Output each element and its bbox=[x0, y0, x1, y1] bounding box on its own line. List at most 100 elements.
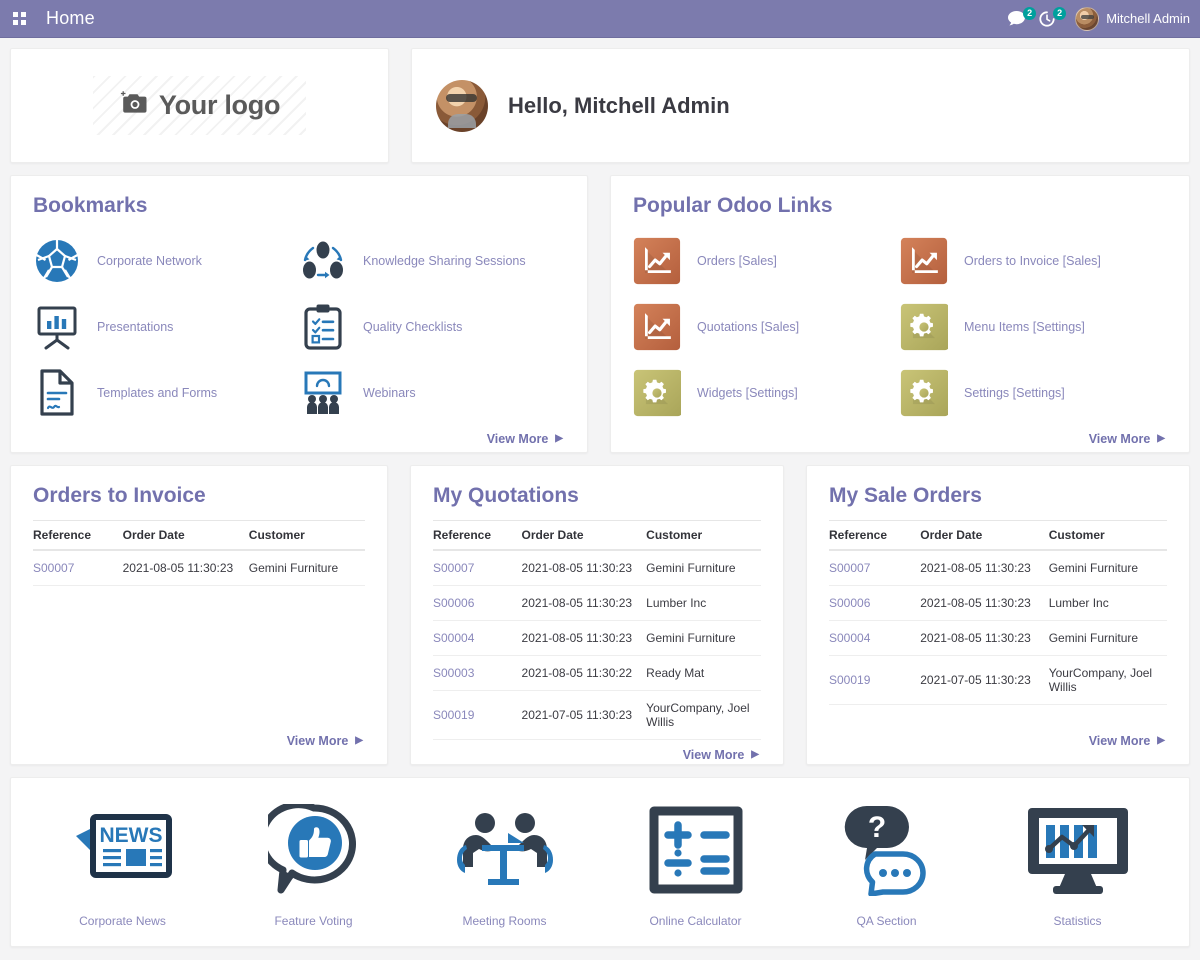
chart-up-icon bbox=[633, 237, 681, 285]
bookmark-webinars[interactable]: Webinars bbox=[299, 362, 565, 424]
calculator-icon bbox=[646, 804, 746, 896]
cell-reference[interactable]: S00007 bbox=[433, 550, 522, 586]
cell-reference[interactable]: S00004 bbox=[433, 620, 522, 656]
cell-order-date: 2021-08-05 11:30:23 bbox=[122, 550, 249, 586]
link-quotations-sales[interactable]: Quotations [Sales] bbox=[633, 296, 900, 358]
cell-reference[interactable]: S00019 bbox=[433, 690, 522, 740]
cell-customer: Gemini Furniture bbox=[646, 620, 761, 656]
top-row: Your logo Hello, Mitchell Admin bbox=[10, 48, 1190, 163]
table-row[interactable]: S00003 2021-08-05 11:30:22 Ready Mat bbox=[433, 655, 761, 691]
cell-order-date: 2021-08-05 11:30:22 bbox=[521, 655, 647, 691]
orders-to-invoice-view-more-link[interactable]: View More ▶ bbox=[287, 726, 365, 754]
popular-links-view-more-link[interactable]: View More ▶ bbox=[1089, 424, 1167, 452]
table-header-row: Reference Order Date Customer bbox=[33, 520, 365, 551]
link-orders-sales[interactable]: Orders [Sales] bbox=[633, 230, 900, 292]
bookmark-label: Templates and Forms bbox=[97, 385, 218, 400]
bookmark-templates-and-forms[interactable]: Templates and Forms bbox=[33, 362, 299, 424]
thumbs-up-bubble-icon bbox=[267, 804, 360, 896]
messages-button[interactable]: 2 bbox=[1008, 7, 1037, 26]
cell-reference[interactable]: S00006 bbox=[433, 585, 522, 621]
card-title: My Quotations bbox=[433, 484, 579, 507]
gear-icon bbox=[900, 369, 948, 417]
gear-icon bbox=[633, 369, 681, 417]
bookmarks-view-more-link[interactable]: View More ▶ bbox=[487, 424, 565, 452]
column-header-order-date: Order Date bbox=[521, 520, 647, 551]
shortcut-feature-voting[interactable]: Feature Voting bbox=[218, 804, 409, 928]
bookmark-presentations[interactable]: Presentations bbox=[33, 296, 299, 358]
table-row[interactable]: S00004 2021-08-05 11:30:23 Gemini Furnit… bbox=[433, 620, 761, 656]
cell-order-date: 2021-08-05 11:30:23 bbox=[521, 620, 647, 656]
bookmarks-grid: Corporate Network bbox=[33, 230, 565, 424]
newspaper-icon: NEWS bbox=[70, 804, 176, 896]
cell-customer: YourCompany, Joel Willis bbox=[1048, 655, 1167, 705]
greeting-text: Hello, Mitchell Admin bbox=[508, 92, 730, 118]
table-row[interactable]: S00019 2021-07-05 11:30:23 YourCompany, … bbox=[433, 690, 761, 740]
column-header-reference: Reference bbox=[829, 520, 921, 551]
table-row[interactable]: S00007 2021-08-05 11:30:23 Gemini Furnit… bbox=[33, 550, 365, 586]
apps-grid-icon bbox=[12, 12, 26, 25]
cell-reference[interactable]: S00007 bbox=[829, 550, 921, 586]
card-title: My Sale Orders bbox=[829, 484, 982, 507]
bookmarks-panel: Bookmarks Corp bbox=[10, 175, 588, 453]
shortcut-label: Corporate News bbox=[79, 914, 166, 928]
chevron-right-icon: ▶ bbox=[355, 735, 363, 746]
shortcut-corporate-news[interactable]: NEWS Corporate News bbox=[27, 804, 218, 928]
link-settings-settings[interactable]: Settings [Settings] bbox=[900, 362, 1167, 424]
activities-button[interactable]: 2 bbox=[1039, 6, 1067, 27]
chevron-right-icon: ▶ bbox=[751, 749, 759, 760]
dashboard-body: Your logo Hello, Mitchell Admin Bookmark… bbox=[0, 38, 1200, 957]
column-header-customer: Customer bbox=[646, 520, 761, 551]
meeting-people-icon bbox=[452, 804, 558, 896]
shortcut-meeting-rooms[interactable]: Meeting Rooms bbox=[409, 804, 600, 928]
company-logo-card[interactable]: Your logo bbox=[10, 48, 389, 163]
table-row[interactable]: S00007 2021-08-05 11:30:23 Gemini Furnit… bbox=[829, 550, 1167, 586]
bookmark-label: Quality Checklists bbox=[363, 319, 463, 334]
cell-reference[interactable]: S00007 bbox=[33, 550, 123, 586]
column-header-order-date: Order Date bbox=[122, 520, 249, 551]
cell-reference[interactable]: S00006 bbox=[829, 585, 921, 621]
cell-customer: Gemini Furniture bbox=[1048, 620, 1167, 656]
link-orders-to-invoice-sales[interactable]: Orders to Invoice [Sales] bbox=[900, 230, 1167, 292]
table-row[interactable]: S00019 2021-07-05 11:30:23 YourCompany, … bbox=[829, 655, 1167, 705]
bookmark-knowledge-sharing-sessions[interactable]: Knowledge Sharing Sessions bbox=[299, 230, 565, 292]
bookmark-label: Webinars bbox=[363, 385, 416, 400]
shortcut-online-calculator[interactable]: Online Calculator bbox=[600, 804, 791, 928]
chart-up-icon bbox=[633, 303, 681, 351]
cell-customer: Ready Mat bbox=[646, 655, 761, 691]
view-more-label: View More bbox=[286, 734, 349, 748]
my-sale-orders-view-more-link[interactable]: View More ▶ bbox=[1089, 726, 1167, 754]
page-title: Home bbox=[46, 8, 95, 28]
logo-placeholder-label: Your logo bbox=[158, 90, 281, 120]
bookmark-corporate-network[interactable]: Corporate Network bbox=[33, 230, 299, 292]
shortcut-label: QA Section bbox=[856, 914, 917, 928]
cell-reference[interactable]: S00003 bbox=[433, 655, 522, 691]
link-widgets-settings[interactable]: Widgets [Settings] bbox=[633, 362, 900, 424]
presentation-board-icon bbox=[33, 303, 81, 351]
shortcut-statistics[interactable]: Statistics bbox=[982, 804, 1173, 928]
my-quotations-view-more-link[interactable]: View More ▶ bbox=[683, 740, 761, 768]
table-row[interactable]: S00006 2021-08-05 11:30:23 Lumber Inc bbox=[829, 585, 1167, 621]
table-row[interactable]: S00007 2021-08-05 11:30:23 Gemini Furnit… bbox=[433, 550, 761, 586]
link-menu-items-settings[interactable]: Menu Items [Settings] bbox=[900, 296, 1167, 358]
table-row[interactable]: S00004 2021-08-05 11:30:23 Gemini Furnit… bbox=[829, 620, 1167, 656]
bookmark-quality-checklists[interactable]: Quality Checklists bbox=[299, 296, 565, 358]
apps-menu-button[interactable] bbox=[6, 6, 32, 32]
view-more-label: View More bbox=[1088, 432, 1151, 446]
shortcut-label: Meeting Rooms bbox=[462, 914, 547, 928]
table-row[interactable]: S00006 2021-08-05 11:30:23 Lumber Inc bbox=[433, 585, 761, 621]
cell-reference[interactable]: S00004 bbox=[829, 620, 921, 656]
link-label: Settings [Settings] bbox=[964, 385, 1065, 400]
panels-row: Bookmarks Corp bbox=[10, 175, 1190, 453]
shortcut-qa-section[interactable]: ? QA Section bbox=[791, 804, 982, 928]
chevron-right-icon: ▶ bbox=[1157, 433, 1165, 444]
bookmark-label: Presentations bbox=[97, 319, 174, 334]
cell-reference[interactable]: S00019 bbox=[829, 655, 921, 705]
link-label: Menu Items [Settings] bbox=[964, 319, 1085, 334]
messages-badge: 2 bbox=[1023, 7, 1037, 20]
cell-order-date: 2021-08-05 11:30:23 bbox=[521, 550, 647, 586]
cell-order-date: 2021-08-05 11:30:23 bbox=[920, 550, 1049, 586]
column-header-customer: Customer bbox=[1048, 520, 1167, 551]
orders-to-invoice-table: Reference Order Date Customer S00007 202… bbox=[33, 520, 365, 586]
user-menu-button[interactable]: Mitchell Admin bbox=[1075, 6, 1190, 31]
shortcut-label: Online Calculator bbox=[649, 914, 742, 928]
